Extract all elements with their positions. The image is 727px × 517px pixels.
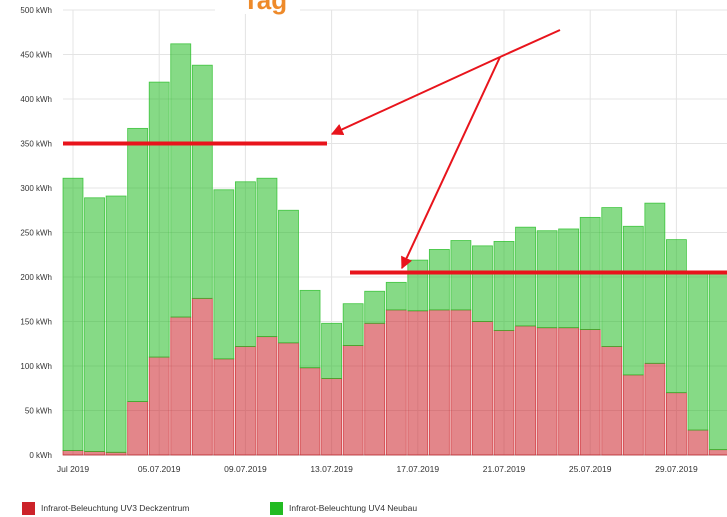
bar-segment (191, 64, 213, 299)
bar-segment (558, 327, 580, 456)
bar-segment (450, 240, 472, 311)
legend-label: Infrarot-Beleuchtung UV4 Neubau (289, 503, 417, 513)
y-tick-label: 150 kWh (20, 318, 52, 327)
bar-segment (536, 327, 558, 456)
bar-segment (472, 245, 493, 322)
bar-segment (407, 259, 429, 312)
bar-segment (84, 451, 105, 456)
bar-segment (515, 226, 536, 327)
bar-segment (105, 451, 127, 456)
bar-segment (213, 358, 235, 456)
annotation-arrow (499, 29, 561, 58)
bar-segment (342, 303, 364, 346)
y-tick-label: 450 kWh (20, 51, 52, 60)
y-tick-label: 400 kWh (20, 95, 52, 104)
bar-segment (515, 325, 536, 456)
bar-segment (62, 177, 84, 451)
bar-segment (170, 316, 192, 456)
x-tick-label: 05.07.2019 (138, 464, 181, 474)
bar-segment (170, 43, 192, 318)
bar-segment (428, 309, 450, 456)
bar-segment (299, 367, 321, 456)
bar-segment (84, 197, 105, 452)
bar-segment (709, 449, 727, 456)
y-tick-label: 250 kWh (20, 229, 52, 238)
bar-segment (278, 209, 299, 344)
bar-segment (364, 290, 386, 324)
y-tick-label: 350 kWh (20, 140, 52, 149)
bar-segment (127, 401, 149, 456)
y-tick-label: 50 kWh (25, 407, 52, 416)
bar-segment (666, 392, 687, 456)
bar-segment (687, 429, 709, 456)
bar-segment (622, 374, 644, 456)
bar-segment (450, 309, 472, 456)
bar-segment (234, 181, 256, 347)
y-tick-label: 100 kWh (20, 362, 52, 371)
bar-segment (299, 289, 321, 369)
bar-segment (105, 195, 127, 453)
bar-segment (148, 81, 170, 358)
bar-segment (601, 346, 623, 456)
y-tick-label: 300 kWh (20, 184, 52, 193)
bar-segment (213, 189, 235, 360)
legend-label: Infrarot-Beleuchtung UV3 Deckzentrum (41, 503, 189, 513)
bar-segment (321, 322, 343, 379)
bar-segment (644, 362, 666, 456)
chart-title: Tag (243, 0, 287, 15)
y-tick-label: 500 kWh (20, 6, 52, 15)
x-tick-label: 09.07.2019 (224, 464, 267, 474)
bar-segment (644, 202, 666, 364)
bar-segment (191, 297, 213, 456)
bar-segment (256, 336, 278, 456)
bar-segment (622, 225, 644, 376)
bar-segment (321, 378, 343, 456)
bar-segment (579, 329, 601, 456)
bar-segment (601, 207, 623, 347)
annotation-arrow (330, 56, 501, 135)
bar-segment (493, 329, 515, 456)
bar-segment (385, 281, 407, 311)
x-tick-label: Jul 2019 (57, 464, 89, 474)
x-tick-label: 21.07.2019 (483, 464, 526, 474)
bar-segment (428, 249, 450, 311)
x-tick-label: 29.07.2019 (655, 464, 698, 474)
y-tick-label: 200 kWh (20, 273, 52, 282)
bar-segment (709, 271, 727, 451)
y-tick-label: 0 kWh (29, 451, 52, 460)
bar-segment (342, 345, 364, 456)
bar-segment (62, 450, 84, 456)
x-tick-label: 13.07.2019 (310, 464, 353, 474)
bar-segment (256, 177, 278, 338)
bar-segment (127, 127, 149, 403)
bar-segment (234, 346, 256, 456)
bar-segment (364, 322, 386, 456)
bar-segment (536, 230, 558, 329)
bar-segment (687, 271, 709, 431)
x-tick-label: 25.07.2019 (569, 464, 612, 474)
legend-swatch (22, 502, 35, 515)
x-tick-label: 17.07.2019 (397, 464, 440, 474)
title-backdrop (215, 0, 300, 14)
annotation-arrow (401, 56, 501, 270)
bar-segment (666, 239, 687, 394)
bar-segment (558, 228, 580, 329)
bar-segment (472, 321, 493, 456)
bar-segment (407, 310, 429, 456)
bar-segment (385, 309, 407, 456)
bar-segment (278, 342, 299, 456)
legend-swatch (270, 502, 283, 515)
bar-segment (148, 356, 170, 456)
bar-segment (493, 240, 515, 331)
